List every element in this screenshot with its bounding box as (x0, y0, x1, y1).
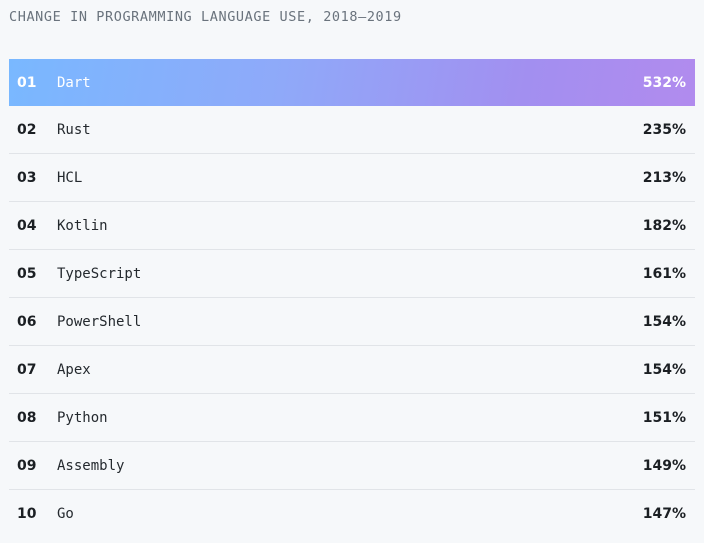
language-name: TypeScript (57, 265, 142, 282)
rank-label: 04 (17, 217, 37, 234)
list-item-9: 09 Assembly 149% (9, 442, 695, 490)
list-item-1: 01 Dart 532% (9, 59, 695, 106)
list-item-10: 10 Go 147% (9, 490, 695, 537)
ranking-list: 01 Dart 532% 02 Rust 235% 03 HCL 213% 04… (9, 59, 695, 537)
change-value: 149% (642, 457, 686, 474)
list-item-3: 03 HCL 213% (9, 154, 695, 202)
list-item-7: 07 Apex 154% (9, 346, 695, 394)
list-item-5: 05 TypeScript 161% (9, 250, 695, 298)
change-value: 213% (642, 169, 686, 186)
list-item-8: 08 Python 151% (9, 394, 695, 442)
rank-label: 10 (17, 505, 37, 522)
change-value: 151% (642, 409, 686, 426)
rank-label: 09 (17, 457, 37, 474)
rank-label: 01 (17, 74, 37, 91)
language-name: Assembly (57, 457, 125, 474)
change-value: 532% (642, 74, 686, 91)
language-name: PowerShell (57, 313, 142, 330)
rank-label: 07 (17, 361, 37, 378)
page-title: CHANGE IN PROGRAMMING LANGUAGE USE, 2018… (9, 9, 402, 25)
list-item-6: 06 PowerShell 154% (9, 298, 695, 346)
language-name: Rust (57, 121, 91, 138)
change-value: 235% (642, 121, 686, 138)
rank-label: 02 (17, 121, 37, 138)
change-value: 147% (642, 505, 686, 522)
language-name: HCL (57, 169, 83, 186)
change-value: 154% (642, 313, 686, 330)
language-name: Python (57, 409, 108, 426)
change-value: 161% (642, 265, 686, 282)
change-value: 154% (642, 361, 686, 378)
language-name: Go (57, 505, 74, 522)
list-item-2: 02 Rust 235% (9, 106, 695, 154)
language-name: Dart (57, 74, 91, 91)
rank-label: 05 (17, 265, 37, 282)
language-name: Kotlin (57, 217, 108, 234)
list-item-4: 04 Kotlin 182% (9, 202, 695, 250)
rank-label: 08 (17, 409, 37, 426)
rank-label: 06 (17, 313, 37, 330)
rank-label: 03 (17, 169, 37, 186)
language-name: Apex (57, 361, 91, 378)
change-value: 182% (642, 217, 686, 234)
